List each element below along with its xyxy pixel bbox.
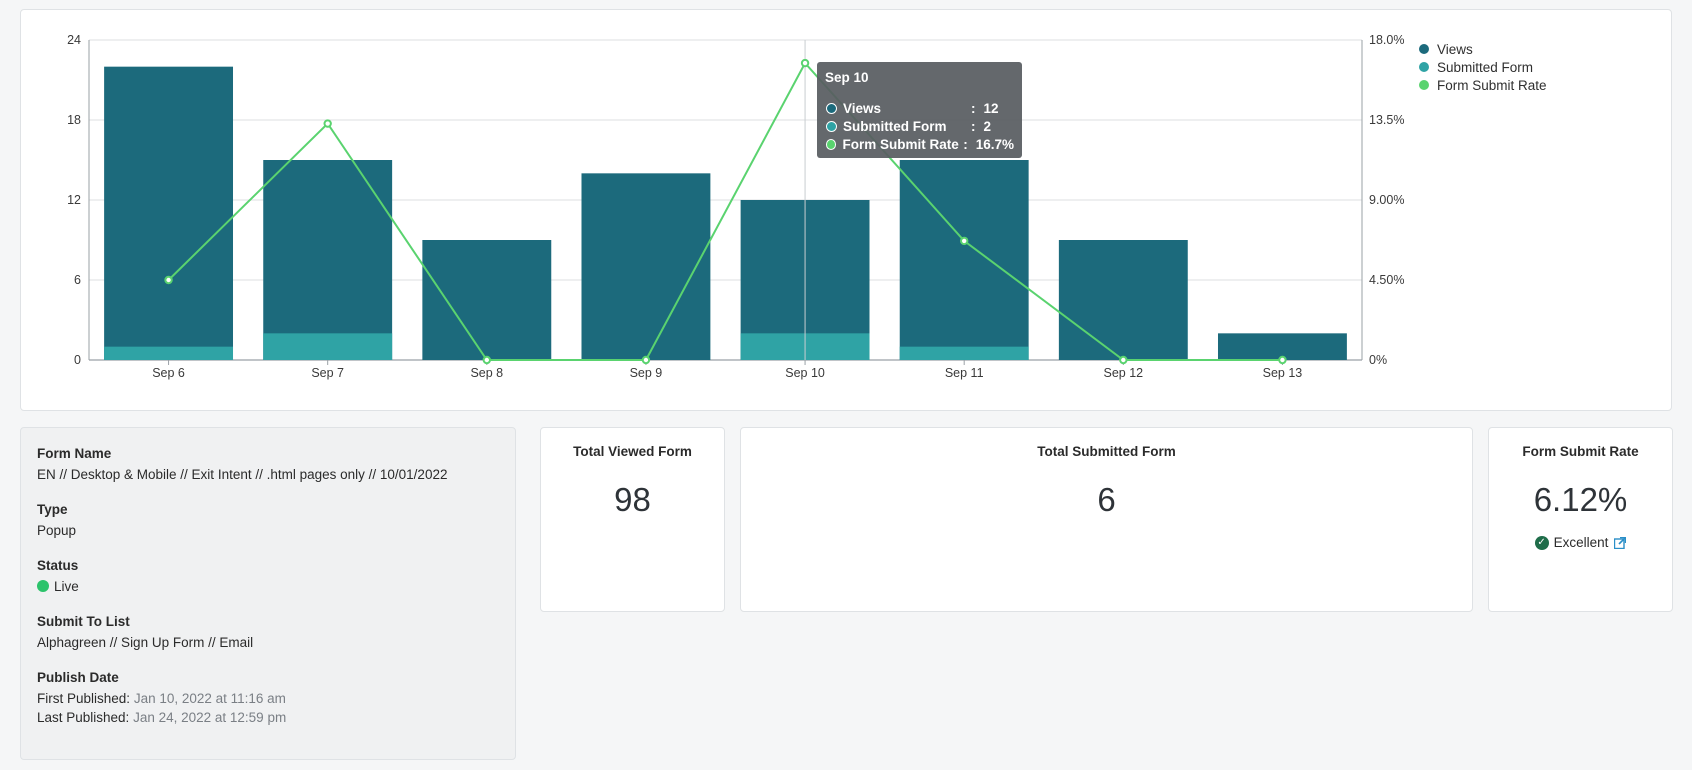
rate-point bbox=[1119, 355, 1128, 365]
submit-rate-title: Form Submit Rate bbox=[1522, 444, 1639, 459]
submit-rate-card: Form Submit Rate 6.12% ✓ Excellent bbox=[1488, 427, 1673, 612]
x-tick-label: Sep 6 bbox=[152, 366, 185, 380]
rate-point bbox=[641, 355, 651, 365]
tooltip-value: 12 bbox=[983, 100, 999, 116]
x-tick-label: Sep 7 bbox=[311, 366, 344, 380]
form-name-value: EN // Desktop & Mobile // Exit Intent //… bbox=[37, 467, 448, 482]
tooltip-row: Views:12 bbox=[825, 99, 1014, 117]
y-tick-label-left: 0 bbox=[74, 353, 81, 367]
y-tick-label-right: 18.0% bbox=[1369, 33, 1404, 47]
y-tick-label-left: 18 bbox=[67, 113, 81, 127]
bar-submitted-form bbox=[899, 346, 1029, 360]
status-value: Live bbox=[37, 579, 499, 594]
bar-views bbox=[1058, 240, 1188, 360]
tooltip-value: 2 bbox=[983, 118, 992, 134]
total-viewed-value: 98 bbox=[614, 481, 651, 518]
legend-item[interactable]: Views bbox=[1419, 40, 1547, 58]
form-name-label: Form Name bbox=[37, 446, 112, 461]
chart-tooltip: Sep 10 Views:12 Submitted Form:2 Form Subm… bbox=[817, 62, 1022, 158]
form-info-panel: Form Name EN // Desktop & Mobile // Exit… bbox=[20, 427, 516, 760]
rate-point bbox=[1278, 355, 1287, 365]
legend-label: Submitted Form bbox=[1437, 59, 1534, 75]
total-viewed-card: Total Viewed Form 98 bbox=[540, 427, 725, 612]
tooltip-swatch bbox=[826, 120, 837, 132]
rate-point bbox=[482, 355, 492, 365]
bar-views bbox=[263, 160, 393, 360]
bar-views bbox=[104, 66, 234, 360]
submit-rate-value: 6.12% bbox=[1533, 481, 1628, 518]
bar-submitted-form bbox=[263, 333, 393, 360]
rate-point bbox=[959, 236, 969, 246]
x-tick-label: Sep 8 bbox=[470, 366, 503, 380]
publish-date-label: Publish Date bbox=[37, 670, 119, 685]
legend-item[interactable]: Form Submit Rate bbox=[1419, 76, 1547, 94]
first-published-label: First Published: bbox=[37, 691, 131, 706]
status-text: Live bbox=[54, 579, 79, 594]
tooltip-swatch bbox=[826, 138, 837, 150]
bar-views bbox=[422, 240, 552, 360]
x-tick-label: Sep 10 bbox=[785, 366, 825, 380]
status-label: Status bbox=[37, 558, 79, 573]
total-submitted-value: 6 bbox=[1097, 481, 1116, 518]
y-tick-label-left: 24 bbox=[67, 33, 81, 47]
live-status-dot bbox=[37, 580, 49, 592]
tooltip-label: Form Submit Rate bbox=[842, 136, 959, 152]
submit-list-label: Submit To List bbox=[37, 614, 130, 629]
x-tick-label: Sep 11 bbox=[945, 366, 984, 380]
first-published-value: Jan 10, 2022 at 11:16 am bbox=[133, 691, 286, 706]
rate-point bbox=[164, 275, 173, 285]
check-circle-icon: ✓ bbox=[1534, 535, 1549, 550]
legend-item[interactable]: Submitted Form bbox=[1419, 58, 1547, 76]
rating-label: Excellent bbox=[1553, 535, 1609, 550]
tooltip-label: Submitted Form bbox=[843, 118, 947, 134]
legend-swatch bbox=[1419, 80, 1429, 90]
total-submitted-title: Total Submitted Form bbox=[1037, 444, 1176, 459]
legend-swatch bbox=[1419, 44, 1429, 54]
first-published: First Published: Jan 10, 2022 at 11:16 a… bbox=[37, 691, 499, 706]
x-tick-label: Sep 9 bbox=[630, 366, 663, 380]
rating: ✓ Excellent bbox=[1489, 535, 1672, 550]
tooltip-row: Submitted Form:2 bbox=[825, 117, 1014, 135]
type-value: Popup bbox=[37, 523, 77, 538]
tooltip-swatch bbox=[826, 102, 837, 114]
total-viewed-title: Total Viewed Form bbox=[573, 444, 692, 459]
tooltip-separator: : bbox=[963, 136, 968, 152]
legend-label: Form Submit Rate bbox=[1437, 77, 1547, 93]
bar-submitted-form bbox=[104, 346, 234, 360]
legend-label: Views bbox=[1437, 41, 1473, 57]
y-tick-label-right: 13.5% bbox=[1369, 113, 1404, 127]
rate-point bbox=[800, 58, 810, 68]
x-tick-label: Sep 13 bbox=[1263, 366, 1303, 380]
tooltip-label: Views bbox=[843, 100, 882, 116]
legend-swatch bbox=[1419, 62, 1429, 72]
tooltip-row: Form Submit Rate:16.7% bbox=[825, 135, 1014, 153]
last-published-label: Last Published: bbox=[37, 710, 130, 725]
tooltip-value: 16.7% bbox=[975, 136, 1014, 152]
external-link-icon[interactable] bbox=[1614, 536, 1627, 549]
line-form-submit-rate bbox=[167, 61, 1283, 361]
y-tick-label-left: 12 bbox=[67, 193, 81, 207]
y-tick-label-right: 4.50% bbox=[1369, 273, 1404, 287]
tooltip-separator: : bbox=[971, 100, 976, 116]
tooltip-separator: : bbox=[971, 118, 976, 134]
tooltip-title: Sep 10 bbox=[825, 70, 869, 85]
y-tick-label-right: 9.00% bbox=[1369, 193, 1404, 207]
x-tick-label: Sep 12 bbox=[1104, 366, 1144, 380]
chart-legend: Views Submitted Form Form Submit Rate bbox=[1419, 40, 1547, 94]
y-tick-label-left: 6 bbox=[74, 273, 81, 287]
total-submitted-card: Total Submitted Form 6 bbox=[740, 427, 1473, 612]
rate-point bbox=[323, 119, 332, 128]
type-label: Type bbox=[37, 502, 68, 517]
chart-card: 0 6 12 18 24 0% 4.50% 9.00% 13.5% 18.0% Sep 6 Sep 7… bbox=[20, 9, 1672, 411]
y-tick-label-right: 0% bbox=[1369, 353, 1387, 367]
last-published-value: Jan 24, 2022 at 12:59 pm bbox=[133, 710, 287, 725]
bar-views bbox=[1217, 333, 1347, 360]
bar-views bbox=[581, 173, 711, 360]
chart: 0 6 12 18 24 0% 4.50% 9.00% 13.5% 18.0% Sep 6 Sep 7… bbox=[67, 33, 1404, 380]
last-published: Last Published: Jan 24, 2022 at 12:59 pm bbox=[37, 710, 499, 725]
submit-list-value: Alphagreen // Sign Up Form // Email bbox=[37, 635, 254, 650]
